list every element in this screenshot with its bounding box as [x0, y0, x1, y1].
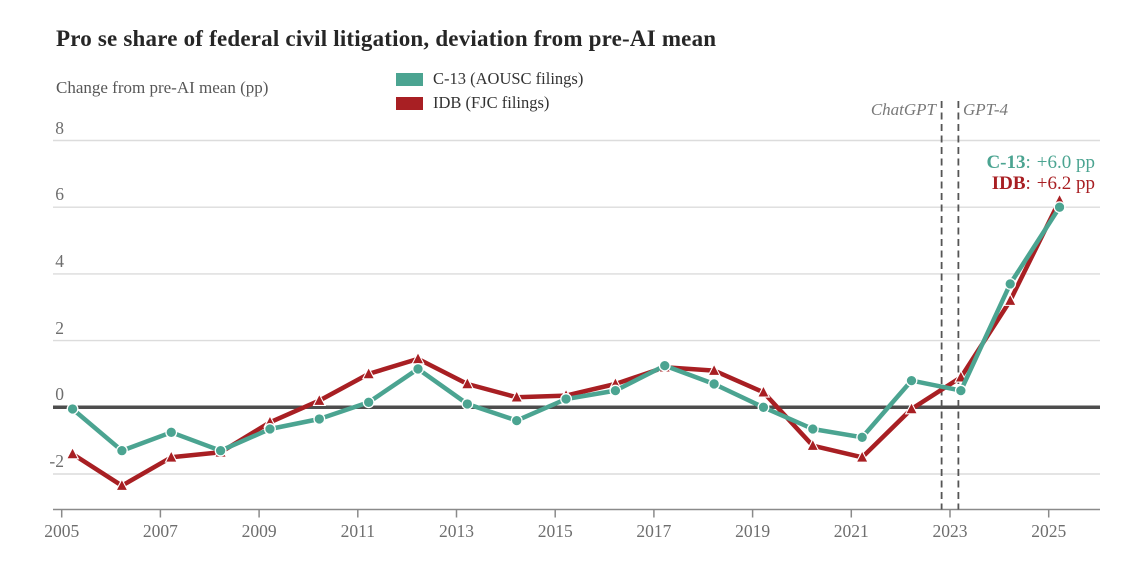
marker-circle-c-13	[214, 444, 227, 457]
marker-triangle-idb	[904, 401, 919, 415]
marker-circle-c-13	[115, 444, 128, 457]
x-tick-label: 2017	[636, 521, 672, 541]
marker-circle-c-13	[856, 431, 869, 444]
marker-triangle-idb	[312, 393, 327, 406]
annotation-c13-separator: :	[1025, 152, 1031, 173]
marker-triangle-idb	[115, 478, 129, 492]
x-tick-label: 2019	[735, 521, 771, 541]
y-tick-label: 2	[55, 317, 64, 338]
x-tick-label: 2013	[439, 521, 474, 541]
legend-item-c13: C-13 (AOUSC filings)	[396, 69, 584, 88]
legend-swatch-c13-icon	[396, 72, 423, 86]
marker-triangle-idb	[756, 384, 771, 398]
annotation-idb-separator: :	[1025, 173, 1031, 194]
marker-triangle-idb	[510, 389, 524, 403]
marker-triangle-idb	[707, 363, 721, 376]
marker-circle-c-13	[264, 423, 276, 435]
marker-circle-c-13	[658, 359, 671, 372]
marker-circle-c-13	[806, 423, 819, 435]
x-tick-label: 2025	[1031, 521, 1067, 541]
annotation-idb-value: +6.2 pp	[1036, 173, 1095, 194]
annotation-c13: C-13: +6.0 pp	[986, 152, 1095, 173]
x-tick-label: 2007	[142, 521, 178, 541]
event-label-chatgpt: ChatGPT	[870, 100, 936, 119]
y-tick-label: 6	[55, 184, 64, 205]
marker-triangle-idb	[855, 449, 869, 463]
y-tick-label: 8	[55, 117, 64, 138]
marker-circle-c-13	[510, 414, 523, 427]
marker-circle-c-13	[165, 426, 178, 439]
marker-circle-c-13	[708, 378, 721, 390]
annotation-c13-value: +6.0 pp	[1036, 152, 1095, 173]
marker-triangle-idb	[65, 446, 80, 460]
annotation-c13-label: C-13	[986, 152, 1026, 173]
marker-triangle-idb	[1003, 292, 1017, 306]
marker-triangle-idb	[460, 376, 475, 390]
marker-triangle-idb	[806, 438, 820, 452]
y-tick-label: 0	[55, 384, 64, 405]
chart-subtitle: Change from pre-AI mean (pp)	[56, 78, 269, 97]
marker-circle-c-13	[1004, 277, 1017, 290]
x-tick-label: 2023	[932, 521, 968, 541]
y-tick-label: -2	[49, 451, 64, 471]
marker-triangle-idb	[361, 366, 376, 380]
legend-label-c13: C-13 (AOUSC filings)	[433, 69, 584, 88]
marker-circle-c-13	[313, 413, 326, 425]
annotation-idb: IDB: +6.2 pp	[986, 173, 1095, 194]
legend-label-idb: IDB (FJC filings)	[433, 93, 550, 112]
legend: C-13 (AOUSC filings) IDB (FJC filings)	[396, 69, 584, 118]
legend-item-idb: IDB (FJC filings)	[396, 93, 583, 112]
marker-circle-c-13	[412, 362, 424, 375]
x-tick-label: 2021	[833, 521, 869, 541]
marker-circle-c-13	[66, 403, 79, 415]
chart-title: Pro se share of federal civil litigation…	[56, 26, 717, 51]
marker-circle-c-13	[905, 374, 918, 387]
x-tick-label: 2005	[44, 521, 80, 541]
marker-circle-c-13	[560, 393, 573, 405]
x-tick-label: 2011	[340, 521, 375, 541]
legend-swatch-idb-icon	[396, 96, 423, 110]
x-tick-label: 2015	[537, 521, 573, 541]
marker-circle-c-13	[609, 384, 622, 397]
marker-circle-c-13	[954, 384, 967, 397]
endpoint-annotations: C-13: +6.0 pp IDB: +6.2 pp	[986, 152, 1095, 194]
marker-circle-c-13	[757, 401, 770, 414]
annotation-idb-label: IDB	[991, 173, 1026, 194]
marker-circle-c-13	[362, 396, 375, 409]
x-tick-label: 2009	[241, 521, 277, 541]
series-line-idb	[70, 198, 1062, 488]
marker-circle-c-13	[1053, 201, 1066, 214]
y-tick-label: 4	[55, 250, 64, 271]
marker-circle-c-13	[461, 398, 474, 410]
marker-triangle-idb	[164, 449, 178, 463]
event-label-gpt4: GPT-4	[963, 100, 1009, 119]
